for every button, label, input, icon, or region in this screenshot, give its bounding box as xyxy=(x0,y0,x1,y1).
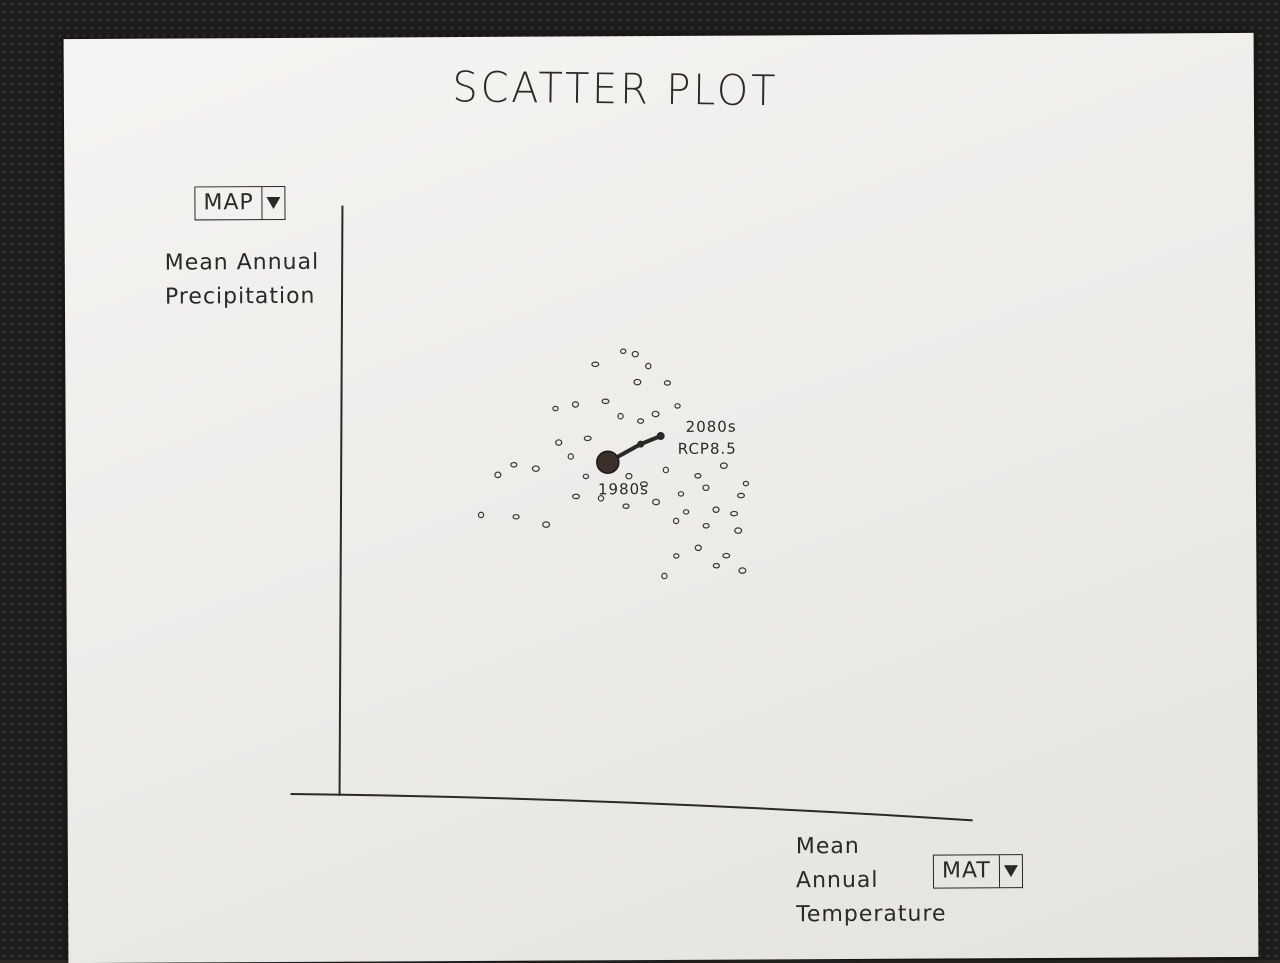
scatter-point xyxy=(695,474,701,478)
scatter-point xyxy=(513,515,519,519)
scatter-point xyxy=(556,440,562,445)
paper-sheet: SCATTER PLOT MAP Mean Annual Precipitati… xyxy=(64,33,1259,963)
triangle-down-icon xyxy=(1004,865,1018,877)
scatter-point xyxy=(626,473,632,478)
y-axis-line xyxy=(336,206,345,796)
scatter-point xyxy=(618,413,623,418)
scatter-point xyxy=(695,545,701,550)
scatter-point xyxy=(720,463,727,468)
scatter-point xyxy=(723,553,730,557)
end-label-rcp: RCP8.5 xyxy=(678,440,737,458)
scatter-point xyxy=(683,510,688,514)
scatter-point xyxy=(478,512,483,517)
scatter-point xyxy=(632,351,638,356)
scatter-point xyxy=(543,522,550,527)
scatter-point xyxy=(634,379,641,384)
scatter-point xyxy=(592,362,599,366)
scatter-point xyxy=(735,528,742,533)
scatter-point xyxy=(674,554,679,558)
scatter-point xyxy=(662,573,667,578)
scatter-point xyxy=(652,411,659,416)
x-axis-line xyxy=(291,790,973,824)
scatter-point xyxy=(664,381,670,385)
scatter-plot: 1980s 2080s RCP8.5 xyxy=(64,33,1259,963)
scatter-point xyxy=(739,568,746,573)
scatter-point xyxy=(568,454,573,459)
scatter-point xyxy=(584,436,591,440)
scatter-point xyxy=(573,494,580,498)
scatter-point xyxy=(731,511,738,515)
scatter-point xyxy=(623,504,629,508)
x-axis-dropdown-value: MAT xyxy=(934,855,1000,887)
start-label-1980s: 1980s xyxy=(598,480,649,498)
scatter-point xyxy=(713,563,719,567)
x-axis-dropdown-button[interactable] xyxy=(1000,855,1022,887)
trajectory-midpoint xyxy=(637,441,644,448)
trajectory-endpoint-dot xyxy=(657,432,665,440)
scatter-point xyxy=(738,493,745,497)
scatter-point xyxy=(553,406,558,410)
scatter-point xyxy=(713,507,719,512)
scatter-point xyxy=(743,481,748,485)
scatter-point xyxy=(602,399,609,403)
scatter-point xyxy=(638,419,644,423)
scatter-point xyxy=(532,466,539,471)
scatter-point xyxy=(621,349,626,353)
scatter-point xyxy=(646,363,651,368)
scatter-point xyxy=(703,524,709,528)
scatter-point xyxy=(703,485,709,490)
scatter-point xyxy=(678,492,683,496)
scatter-point xyxy=(511,463,517,467)
scatter-point xyxy=(663,467,668,472)
scatter-point xyxy=(653,499,660,504)
x-axis-label: Mean Annual Temperature xyxy=(796,830,947,933)
x-axis-variable-dropdown[interactable]: MAT xyxy=(933,854,1023,888)
scatter-point xyxy=(495,472,501,477)
baseline-1980s-point[interactable] xyxy=(597,451,619,473)
scatter-point xyxy=(572,402,578,407)
scatter-point xyxy=(674,518,679,523)
scatter-point xyxy=(675,404,680,408)
end-label-2080s: 2080s xyxy=(686,418,737,436)
scatter-point xyxy=(583,474,588,478)
